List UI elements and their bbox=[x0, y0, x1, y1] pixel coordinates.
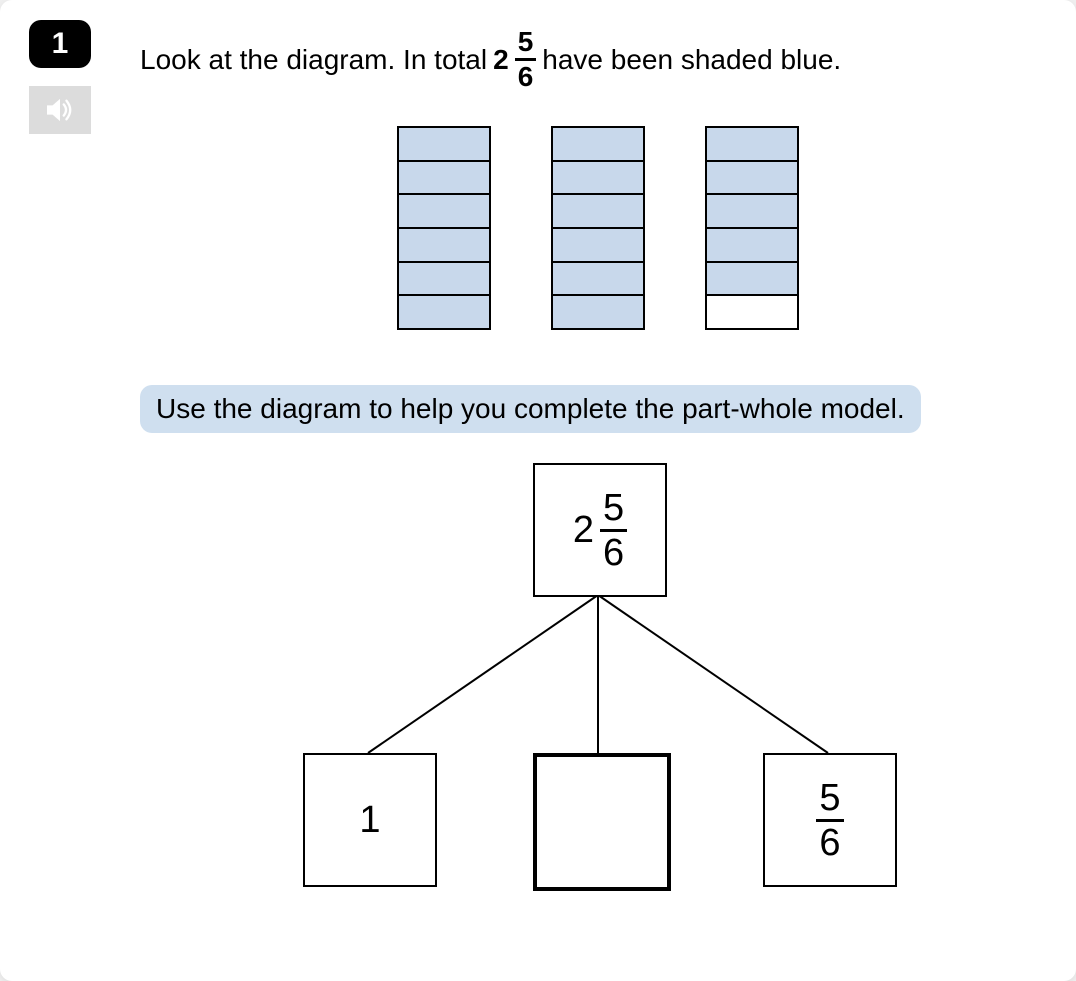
question-card: 1 Look at the diagram. In total 2 5 6 bbox=[0, 0, 1076, 981]
fraction-cell bbox=[399, 128, 489, 162]
fraction-cell bbox=[707, 296, 797, 328]
fraction-cell bbox=[553, 296, 643, 328]
speaker-icon bbox=[45, 97, 75, 123]
fraction-cell bbox=[399, 229, 489, 263]
qtext-after: have been shaded blue. bbox=[542, 40, 841, 79]
fraction-bar-3 bbox=[705, 126, 799, 330]
qtext-frac-whole: 2 bbox=[493, 40, 509, 79]
fraction-cell bbox=[707, 128, 797, 162]
pwm-whole-num: 5 bbox=[600, 489, 627, 532]
qtext-frac-den: 6 bbox=[515, 61, 537, 91]
fraction-cell bbox=[399, 296, 489, 328]
audio-button[interactable] bbox=[29, 86, 91, 134]
pwm-part-3-den: 6 bbox=[816, 822, 843, 862]
fraction-cell bbox=[553, 195, 643, 229]
hint-text: Use the diagram to help you complete the… bbox=[140, 385, 921, 433]
question-number-badge: 1 bbox=[29, 20, 91, 68]
fraction-bars-diagram bbox=[140, 126, 1056, 330]
pwm-whole-frac: 5 6 bbox=[600, 489, 627, 572]
qtext-before: Look at the diagram. In total bbox=[140, 40, 487, 79]
content-column: Look at the diagram. In total 2 5 6 have… bbox=[140, 20, 1056, 893]
fraction-cell bbox=[707, 195, 797, 229]
fraction-cell bbox=[399, 195, 489, 229]
fraction-cell bbox=[399, 162, 489, 196]
fraction-cell bbox=[707, 263, 797, 297]
fraction-cell bbox=[553, 229, 643, 263]
pwm-part-1: 1 bbox=[303, 753, 437, 887]
fraction-cell bbox=[399, 263, 489, 297]
qtext-fraction: 2 5 6 bbox=[493, 28, 536, 91]
pwm-whole-value: 2 5 6 bbox=[573, 489, 627, 572]
fraction-bar-1 bbox=[397, 126, 491, 330]
fraction-cell bbox=[553, 128, 643, 162]
fraction-cell bbox=[707, 229, 797, 263]
pwm-part-3: 5 6 bbox=[763, 753, 897, 887]
fraction-cell bbox=[553, 263, 643, 297]
fraction-cell bbox=[707, 162, 797, 196]
pwm-whole-int: 2 bbox=[573, 509, 594, 552]
part-whole-model: 2 5 6 1 5 6 bbox=[248, 463, 948, 893]
question-number: 1 bbox=[52, 27, 69, 61]
pwm-part-3-num: 5 bbox=[816, 779, 843, 822]
qtext-frac-stack: 5 6 bbox=[515, 28, 537, 91]
fraction-cell bbox=[553, 162, 643, 196]
pwm-part-3-frac: 5 6 bbox=[816, 779, 843, 862]
fraction-bar-2 bbox=[551, 126, 645, 330]
pwm-whole-node: 2 5 6 bbox=[533, 463, 667, 597]
left-column: 1 bbox=[20, 20, 100, 134]
pwm-whole-den: 6 bbox=[600, 532, 627, 572]
pwm-part-1-value: 1 bbox=[359, 799, 380, 842]
pwm-part-2-input[interactable] bbox=[533, 753, 671, 891]
qtext-frac-num: 5 bbox=[515, 28, 537, 61]
question-text: Look at the diagram. In total 2 5 6 have… bbox=[140, 28, 1056, 91]
top-row: 1 Look at the diagram. In total 2 5 6 bbox=[20, 20, 1056, 893]
